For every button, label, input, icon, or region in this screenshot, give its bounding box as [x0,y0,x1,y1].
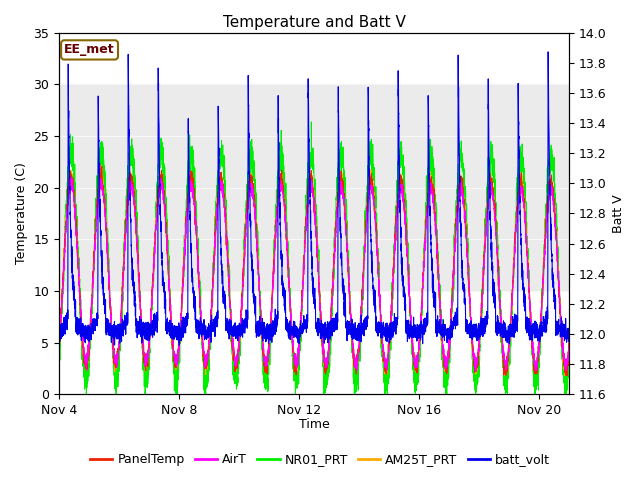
X-axis label: Time: Time [299,419,330,432]
Y-axis label: Temperature (C): Temperature (C) [15,163,28,264]
Bar [59,84,569,291]
Y-axis label: Batt V: Batt V [612,194,625,233]
Legend: PanelTemp, AirT, NR01_PRT, AM25T_PRT, batt_volt: PanelTemp, AirT, NR01_PRT, AM25T_PRT, ba… [85,448,555,471]
Text: EE_met: EE_met [64,43,115,57]
Title: Temperature and Batt V: Temperature and Batt V [223,15,406,30]
